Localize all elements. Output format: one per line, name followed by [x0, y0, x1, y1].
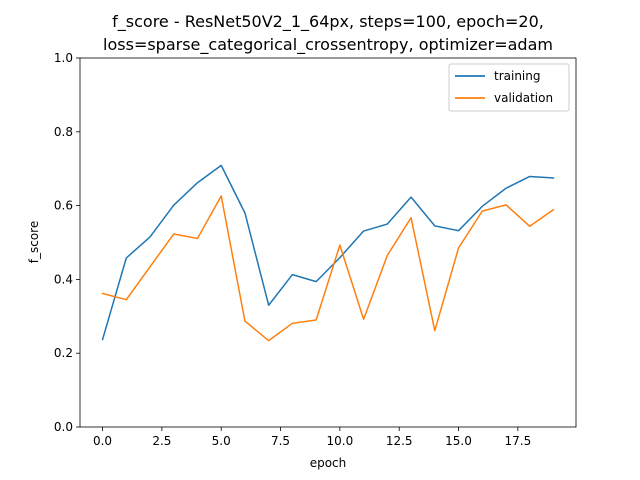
data-point-training	[553, 177, 555, 179]
data-point-training	[220, 165, 222, 167]
data-point-validation	[553, 209, 555, 211]
x-axis-label: epoch	[310, 456, 347, 470]
data-point-training	[529, 176, 531, 178]
data-point-validation	[197, 238, 199, 240]
x-tick-label: 2.5	[152, 434, 171, 448]
x-tick-label: 10.0	[327, 434, 354, 448]
legend-label-validation: validation	[494, 91, 553, 105]
data-point-validation	[482, 210, 484, 212]
data-point-validation	[220, 195, 222, 197]
x-tick-label: 17.5	[504, 434, 531, 448]
y-tick-label: 0.4	[54, 272, 73, 286]
data-point-validation	[458, 247, 460, 249]
axes-frame	[79, 57, 577, 428]
y-tick-label: 0.6	[54, 199, 73, 213]
x-tick-label: 7.5	[271, 434, 290, 448]
data-point-training	[363, 230, 365, 232]
data-point-training	[387, 223, 389, 225]
chart-title-line-1: f_score - ResNet50V2_1_64px, steps=100, …	[112, 12, 544, 32]
legend-label-training: training	[494, 69, 541, 83]
legend: training validation	[448, 63, 570, 112]
data-point-validation	[339, 244, 341, 246]
data-point-training	[197, 182, 199, 184]
data-point-training	[482, 206, 484, 208]
data-point-training	[505, 188, 507, 190]
data-point-training	[339, 257, 341, 259]
data-point-validation	[244, 320, 246, 322]
y-tick-label: 0.8	[54, 125, 73, 139]
data-point-validation	[387, 255, 389, 256]
plot-area	[101, 164, 555, 342]
data-point-training	[410, 196, 412, 198]
series-line-training	[101, 164, 555, 341]
data-point-validation	[126, 299, 128, 301]
x-tick-label: 0.0	[93, 434, 112, 448]
y-tick-label: 0.0	[54, 420, 73, 434]
x-tick-label: 5.0	[212, 434, 231, 448]
data-point-validation	[529, 226, 531, 228]
data-point-training	[315, 281, 317, 283]
data-point-training	[173, 204, 175, 206]
chart-title-line-2: loss=sparse_categorical_crossentropy, op…	[103, 35, 553, 55]
x-tick-label: 15.0	[445, 434, 472, 448]
data-point-validation	[315, 319, 317, 321]
data-point-validation	[149, 266, 151, 268]
y-tick-label: 1.0	[54, 51, 73, 65]
data-point-training	[458, 230, 460, 232]
data-point-training	[126, 257, 128, 259]
y-tick-label: 0.2	[54, 346, 73, 360]
data-point-validation	[173, 233, 175, 235]
data-point-training	[149, 236, 151, 238]
data-point-validation	[505, 204, 507, 206]
data-point-training	[292, 274, 294, 276]
data-point-training	[102, 339, 104, 341]
series-line-validation	[101, 195, 555, 342]
data-point-validation	[268, 340, 270, 342]
data-point-training	[268, 304, 270, 306]
data-point-validation	[434, 330, 436, 332]
data-point-validation	[102, 293, 104, 295]
data-point-training	[434, 225, 436, 227]
data-point-training	[244, 212, 246, 214]
y-axis-label: f_score	[27, 221, 41, 263]
x-tick-label: 12.5	[386, 434, 413, 448]
data-point-validation	[363, 319, 365, 321]
data-point-validation	[292, 323, 294, 325]
axis-ticks: 0.0 2.5 5.0 7.5 10.0 12.5 15.0 17.5 0.0 0.2 0.4 0.6…	[54, 51, 531, 448]
data-point-validation	[410, 217, 412, 219]
